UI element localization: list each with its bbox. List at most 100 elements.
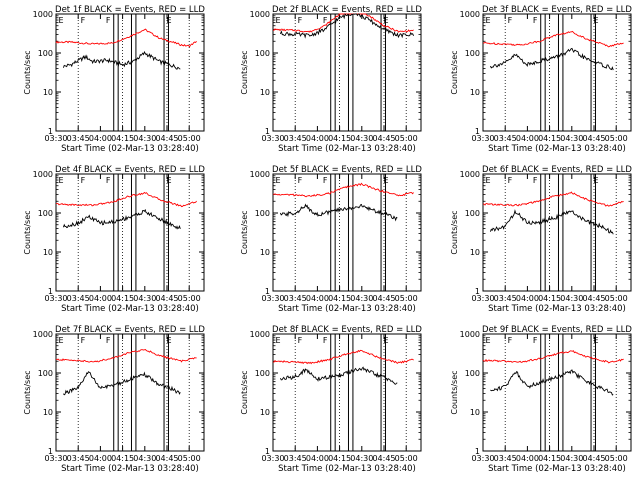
- x-tick-label: 03:45: [284, 454, 307, 463]
- marker-label: F: [298, 336, 303, 345]
- y-tick-label: 1: [48, 287, 53, 296]
- y-tick-label: 100: [38, 49, 53, 58]
- y-tick-label: 100: [255, 49, 270, 58]
- marker-label: F: [106, 16, 111, 25]
- y-tick-label: 1: [475, 447, 480, 456]
- y-tick-label: 100: [465, 369, 480, 378]
- y-tick-label: 100: [38, 209, 53, 218]
- y-tick-label: 100: [465, 49, 480, 58]
- chart-panel-1: 1 10 100 1000 03:30 03:45 04:00 04:15 04:30 04:45…: [23, 5, 205, 154]
- plot-frame: [482, 173, 632, 292]
- x-tick-label: 04:15: [111, 454, 134, 463]
- y-axis-label: Counts/sec: [240, 370, 249, 414]
- marker-label: E: [485, 176, 490, 185]
- x-tick-label: 04:00: [89, 454, 112, 463]
- marker-label: F: [81, 176, 86, 185]
- marker-label: F: [508, 176, 513, 185]
- x-axis-label: Start Time (02-Mar-13 03:28:40): [278, 464, 416, 474]
- x-tick-label: 03:30: [44, 294, 67, 303]
- x-tick-label: 04:45: [582, 134, 605, 143]
- plot-frame: [272, 333, 422, 452]
- y-axis-label: Counts/sec: [23, 370, 32, 414]
- x-tick-label: 04:00: [306, 454, 329, 463]
- x-tick-label: 05:00: [178, 454, 201, 463]
- x-tick-label: 05:00: [395, 454, 418, 463]
- chart-title: Det 1f BLACK = Events, RED = LLD: [55, 5, 205, 15]
- marker-label: E: [594, 176, 599, 185]
- series-line-lld: [55, 349, 197, 363]
- y-tick-label: 1: [475, 127, 480, 136]
- marker-label: E: [384, 176, 389, 185]
- x-tick-label: 05:00: [178, 134, 201, 143]
- series-line-events: [489, 47, 614, 71]
- x-axis-label: Start Time (02-Mar-13 03:28:40): [278, 304, 416, 314]
- x-tick-label: 04:00: [306, 294, 329, 303]
- chart-title: Det 8f BLACK = Events, RED = LLD: [272, 325, 422, 335]
- y-axis-label: Counts/sec: [23, 50, 32, 94]
- series-line-events: [489, 209, 614, 235]
- x-axis-label: Start Time (02-Mar-13 03:28:40): [278, 144, 416, 154]
- x-tick-label: 03:45: [494, 294, 517, 303]
- x-tick-label: 04:45: [155, 134, 178, 143]
- y-tick-label: 100: [255, 209, 270, 218]
- y-tick-label: 100: [38, 369, 53, 378]
- x-tick-label: 04:30: [560, 294, 583, 303]
- x-axis-label: Start Time (02-Mar-13 03:28:40): [488, 304, 626, 314]
- x-tick-label: 04:15: [111, 294, 134, 303]
- marker-label: E: [384, 336, 389, 345]
- plot-frame: [55, 13, 205, 132]
- x-tick-label: 04:00: [306, 134, 329, 143]
- chart-panel-6: 1 10 100 1000 03:30 03:45 04:00 04:15 04:30 04:45…: [450, 165, 632, 314]
- y-tick-label: 1000: [460, 330, 480, 339]
- y-axis-label: Counts/sec: [240, 50, 249, 94]
- x-tick-label: 04:45: [155, 294, 178, 303]
- x-tick-label: 04:45: [372, 454, 395, 463]
- marker-label: E: [275, 176, 280, 185]
- x-tick-label: 04:45: [372, 134, 395, 143]
- marker-label: F: [533, 176, 538, 185]
- series-line-events: [62, 50, 181, 70]
- series-line-events: [279, 366, 398, 385]
- marker-label: F: [323, 176, 328, 185]
- x-tick-label: 03:45: [494, 134, 517, 143]
- series-line-lld: [272, 349, 414, 365]
- x-tick-label: 05:00: [395, 294, 418, 303]
- x-tick-label: 05:00: [605, 134, 628, 143]
- series-line-lld: [272, 182, 414, 198]
- chart-title: Det 4f BLACK = Events, RED = LLD: [55, 165, 205, 175]
- y-tick-label: 1000: [250, 170, 270, 179]
- x-axis-label: Start Time (02-Mar-13 03:28:40): [488, 144, 626, 154]
- y-tick-label: 1000: [460, 170, 480, 179]
- x-tick-label: 04:30: [350, 294, 373, 303]
- y-axis-label: Counts/sec: [450, 370, 459, 414]
- x-tick-label: 04:15: [538, 294, 561, 303]
- chart-title: Det 7f BLACK = Events, RED = LLD: [55, 325, 205, 335]
- x-tick-label: 04:00: [89, 134, 112, 143]
- series-line-lld: [482, 350, 624, 364]
- marker-label: F: [298, 16, 303, 25]
- y-tick-label: 1000: [33, 170, 53, 179]
- x-tick-label: 04:15: [328, 454, 351, 463]
- chart-title: Det 9f BLACK = Events, RED = LLD: [482, 325, 632, 335]
- x-tick-label: 05:00: [178, 294, 201, 303]
- x-tick-label: 04:15: [111, 134, 134, 143]
- y-tick-label: 10: [260, 248, 270, 257]
- x-tick-label: 03:45: [67, 294, 90, 303]
- y-tick-label: 1000: [33, 10, 53, 19]
- x-tick-label: 03:45: [494, 454, 517, 463]
- marker-label: E: [167, 176, 172, 185]
- x-tick-label: 03:30: [44, 454, 67, 463]
- marker-label: F: [533, 16, 538, 25]
- x-tick-label: 04:00: [89, 294, 112, 303]
- marker-label: F: [508, 336, 513, 345]
- x-axis-label: Start Time (02-Mar-13 03:28:40): [61, 144, 199, 154]
- x-tick-label: 03:45: [67, 454, 90, 463]
- marker-label: E: [58, 176, 63, 185]
- y-tick-label: 1: [475, 287, 480, 296]
- y-tick-label: 10: [43, 88, 53, 97]
- x-tick-label: 03:30: [471, 294, 494, 303]
- x-tick-label: 04:30: [560, 134, 583, 143]
- y-tick-label: 1000: [33, 330, 53, 339]
- chart-panel-9: 1 10 100 1000 03:30 03:45 04:00 04:15 04:30 04:45…: [450, 325, 632, 474]
